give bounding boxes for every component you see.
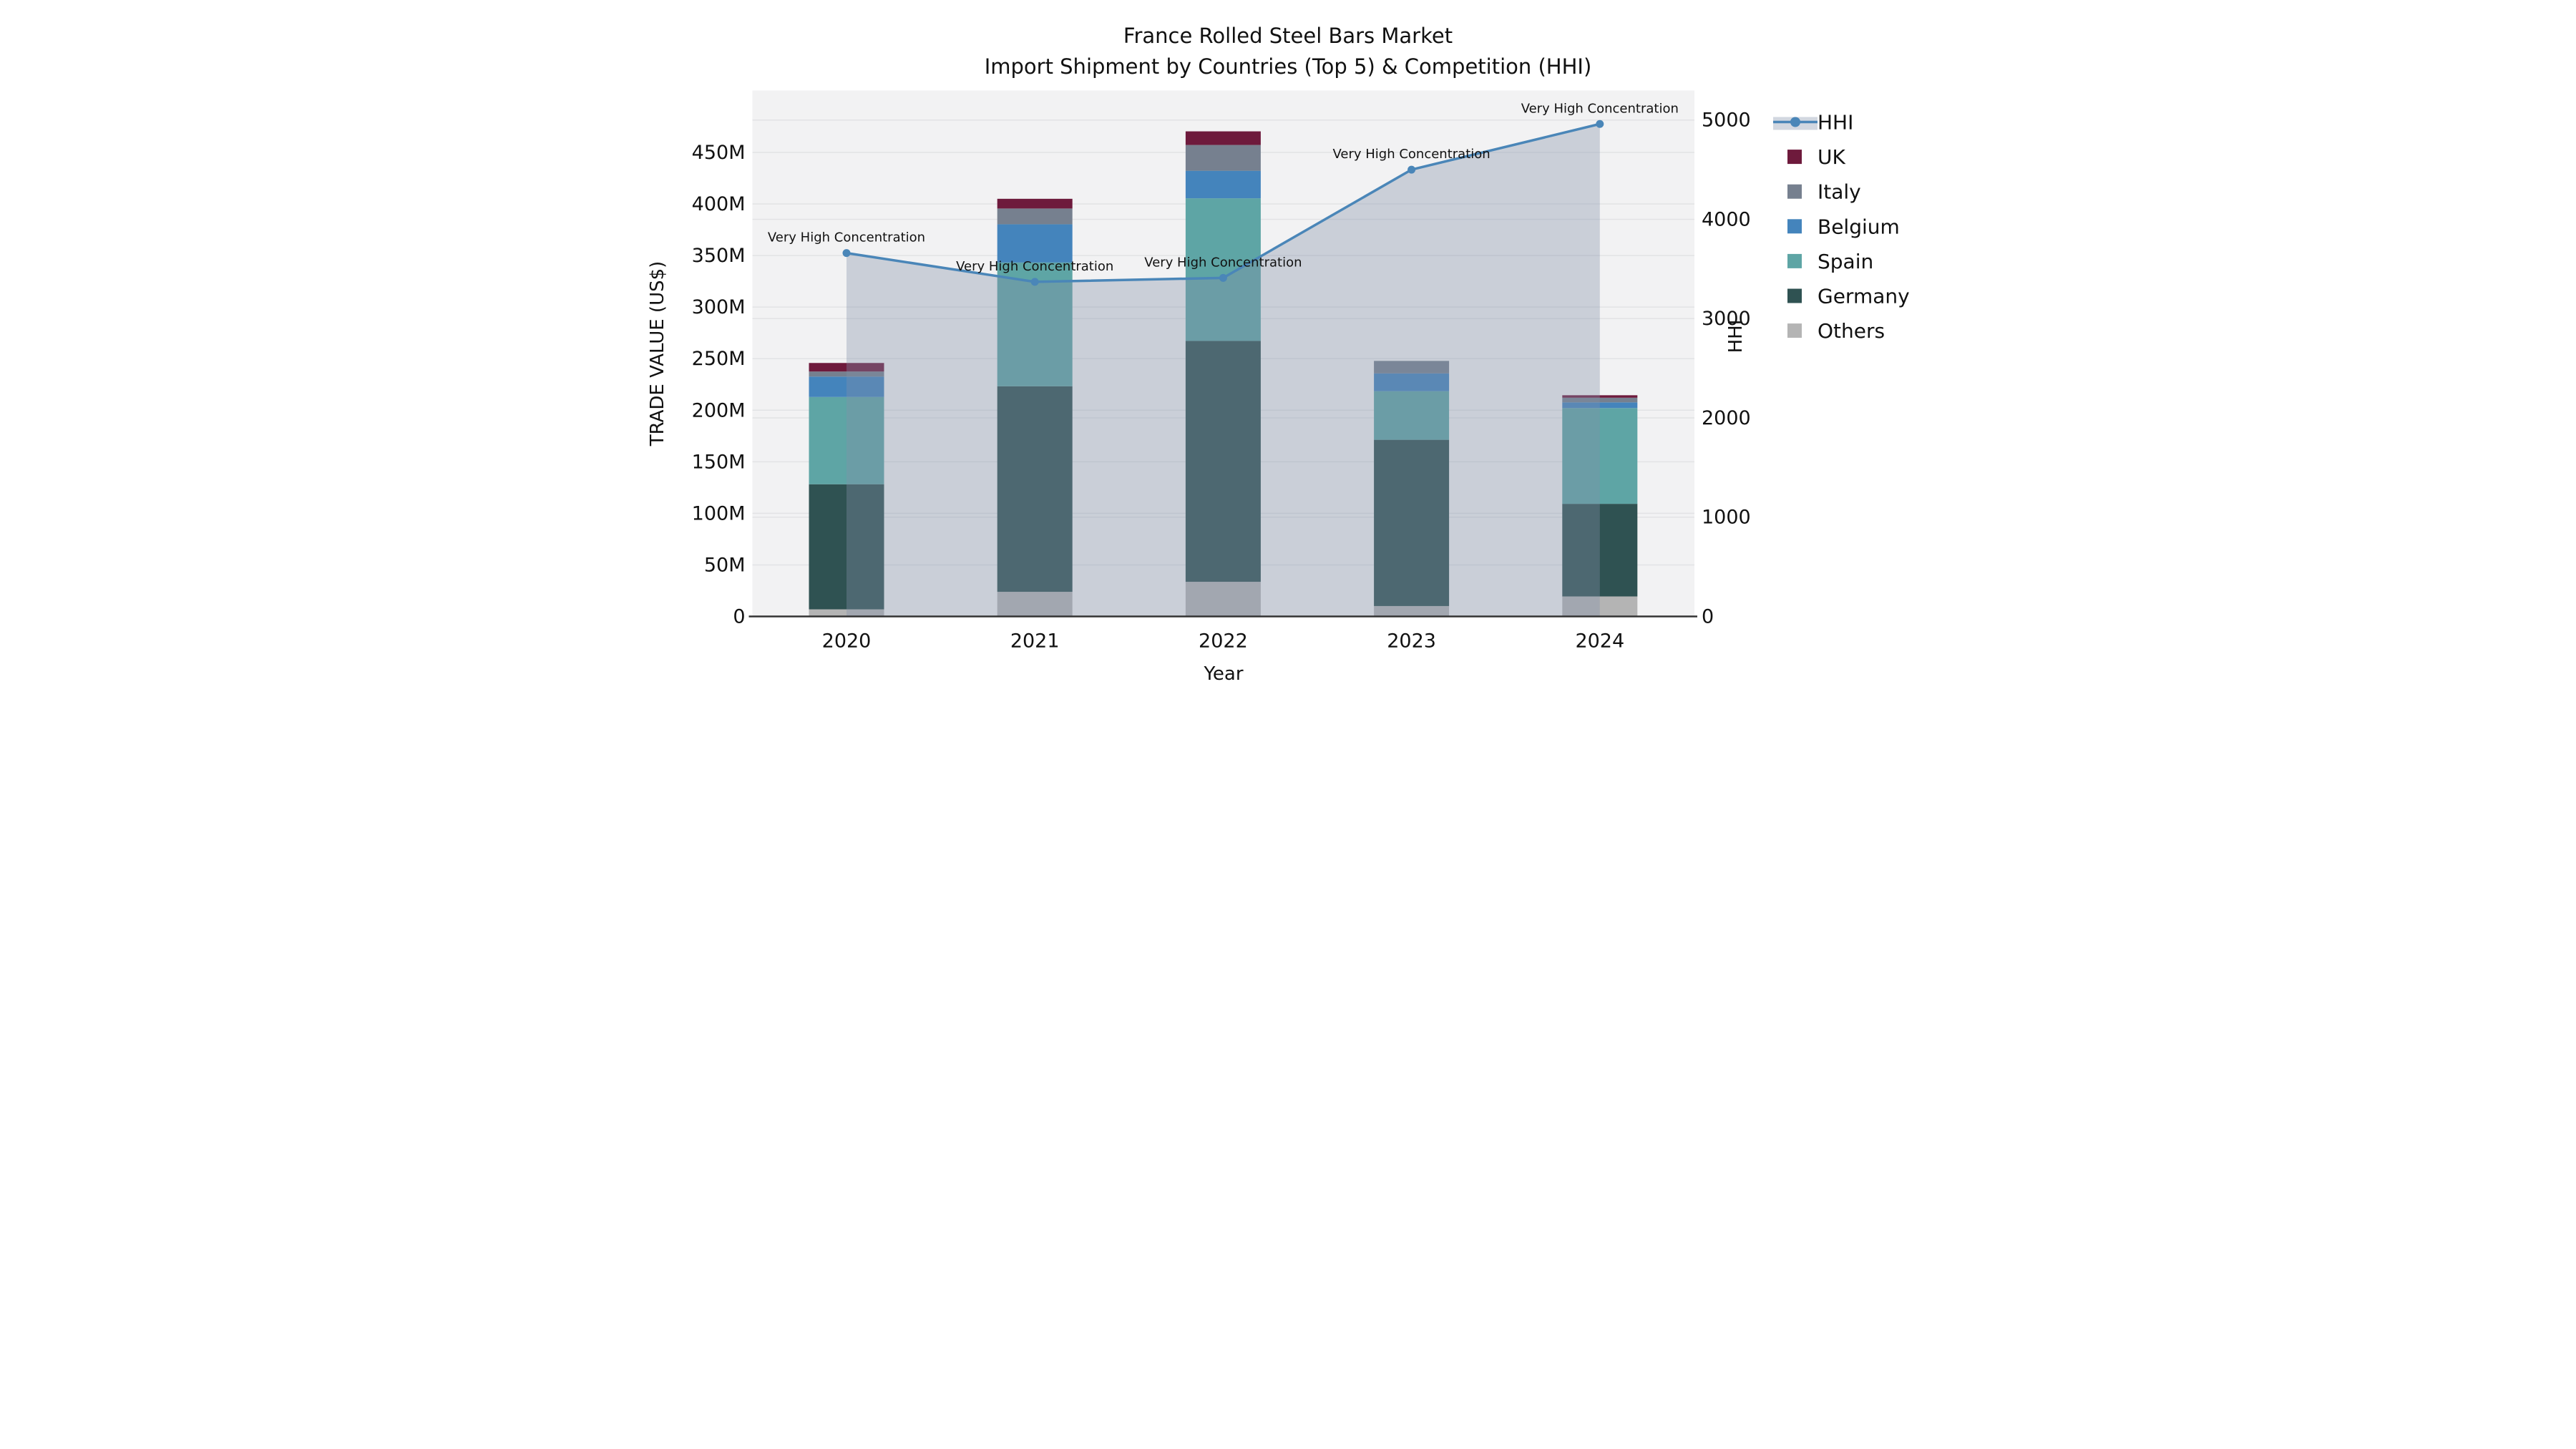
legend-label: HHI — [1818, 111, 1853, 135]
bar-segment-belgium — [809, 376, 884, 397]
annotation-2023: Very High Concentration — [1332, 147, 1490, 162]
chart-canvas: France Rolled Steel Bars Market Import S… — [647, 24, 1910, 685]
y2-axis-tick-label: 3000 — [1702, 308, 1751, 330]
x-axis-tick-label: 2021 — [1010, 630, 1060, 653]
bar-segment-spain — [1185, 198, 1261, 341]
hhi-area — [847, 124, 1600, 617]
annotations: Very High Concentration Very High Concent… — [768, 101, 1679, 274]
hhi-line — [842, 119, 1604, 286]
annotation-2024: Very High Concentration — [1521, 101, 1679, 116]
y-axis-tick-label: 300M — [692, 296, 746, 318]
x-axis-tick-label: 2022 — [1199, 630, 1248, 653]
bar-segment-belgium — [997, 224, 1073, 263]
y2-axis-tick-label: 5000 — [1702, 109, 1751, 132]
tick-labels: 0 50M 100M 150M 200M 250M 300M 350M 400M 450M 0 100… — [692, 109, 1751, 653]
legend-color-swatch — [1787, 253, 1802, 268]
bar-segment-uk — [1185, 131, 1261, 145]
legend-item-uk: UK — [1787, 145, 1845, 169]
y-axis-tick-label: 0 — [733, 606, 745, 628]
bar-segment-spain — [1374, 391, 1450, 440]
bar-segment-germany — [1374, 439, 1450, 606]
bar-segment-italy — [997, 208, 1073, 225]
legend-item-belgium: Belgium — [1787, 215, 1900, 238]
y-axis-tick-label: 250M — [692, 348, 746, 370]
y2-axis-title: HHI — [1725, 320, 1747, 353]
bar-segment-uk — [997, 198, 1073, 209]
legend-color-swatch — [1787, 323, 1802, 338]
x-axis-tick-label: 2020 — [822, 630, 872, 653]
stacked-bars — [809, 131, 1638, 617]
y-axis-tick-label: 150M — [692, 451, 746, 473]
hhi-marker-2021 — [1030, 278, 1039, 286]
bar-segment-belgium — [1374, 373, 1450, 391]
hhi-marker-2023 — [1407, 165, 1416, 174]
hhi-marker-2020 — [842, 249, 851, 258]
bar-segment-italy — [1562, 397, 1638, 403]
bar-segment-spain — [1562, 408, 1638, 504]
annotation-2021: Very High Concentration — [956, 259, 1113, 274]
y-axis-tick-label: 450M — [692, 142, 746, 164]
y-axis-tick-label: 350M — [692, 245, 746, 267]
bar-segment-italy — [1374, 361, 1450, 374]
bar-segment-others — [809, 609, 884, 617]
annotation-2020: Very High Concentration — [768, 230, 925, 245]
bar-segment-others — [1374, 605, 1450, 617]
legend-label: Belgium — [1818, 215, 1900, 238]
x-axis-tick-label: 2023 — [1387, 630, 1436, 653]
bar-2020 — [809, 363, 884, 617]
x-axis-tick-label: 2024 — [1575, 630, 1624, 653]
legend-item-italy: Italy — [1787, 180, 1861, 204]
legend-item-germany: Germany — [1787, 285, 1910, 308]
legend: HHI UK Italy Belgium Spain Germany Others — [1773, 111, 1910, 343]
bar-segment-uk — [1562, 395, 1638, 398]
bar-segment-others — [1185, 582, 1261, 617]
bar-2024 — [1562, 395, 1638, 617]
legend-item-hhi: HHI — [1773, 111, 1853, 135]
legend-color-swatch — [1787, 150, 1802, 165]
bar-segment-others — [997, 592, 1073, 617]
bar-segment-belgium — [1185, 170, 1261, 199]
legend-color-swatch — [1787, 219, 1802, 234]
bar-segment-italy — [1185, 145, 1261, 171]
legend-label: UK — [1818, 145, 1845, 169]
y2-axis-tick-label: 0 — [1702, 606, 1714, 628]
bar-segment-germany — [1562, 504, 1638, 597]
bar-2022 — [1185, 131, 1261, 617]
legend-label: Spain — [1818, 250, 1873, 273]
bar-segment-germany — [809, 484, 884, 610]
y-axis-title: TRADE VALUE (US$) — [647, 261, 668, 447]
x-axis-title: Year — [1203, 663, 1243, 685]
hhi-marker-2022 — [1219, 273, 1227, 282]
bar-segment-germany — [1185, 341, 1261, 582]
bar-segment-spain — [809, 396, 884, 484]
y-axis-tick-label: 400M — [692, 193, 746, 215]
legend-label: Others — [1818, 319, 1885, 343]
hhi-marker-2024 — [1596, 119, 1604, 128]
legend-label: Germany — [1818, 285, 1910, 308]
legend-color-swatch — [1787, 288, 1802, 303]
legend-item-others: Others — [1787, 319, 1885, 343]
bar-2023 — [1374, 361, 1450, 617]
y-axis-tick-label: 50M — [704, 554, 746, 576]
annotation-2022: Very High Concentration — [1144, 255, 1302, 270]
bar-segment-italy — [809, 371, 884, 377]
bar-2021 — [997, 198, 1073, 617]
bar-segment-germany — [997, 386, 1073, 592]
figure: France Rolled Steel Bars Market Import S… — [644, 0, 1932, 724]
bar-segment-belgium — [1562, 402, 1638, 409]
y-axis-tick-label: 200M — [692, 399, 746, 421]
legend-item-spain: Spain — [1787, 250, 1873, 273]
chart-title-line2: Import Shipment by Countries (Top 5) & C… — [985, 54, 1592, 79]
chart-title-line1: France Rolled Steel Bars Market — [1123, 24, 1453, 48]
legend-color-swatch — [1787, 184, 1802, 199]
y2-axis-tick-label: 1000 — [1702, 507, 1751, 529]
legend-hhi-marker-icon — [1790, 117, 1800, 127]
bar-segment-uk — [809, 363, 884, 372]
legend-label: Italy — [1818, 180, 1861, 204]
y2-axis-tick-label: 2000 — [1702, 407, 1751, 429]
bar-segment-others — [1562, 596, 1638, 617]
y2-axis-tick-label: 4000 — [1702, 208, 1751, 230]
y-axis-tick-label: 100M — [692, 502, 746, 525]
hhi-area-fill — [847, 124, 1600, 617]
